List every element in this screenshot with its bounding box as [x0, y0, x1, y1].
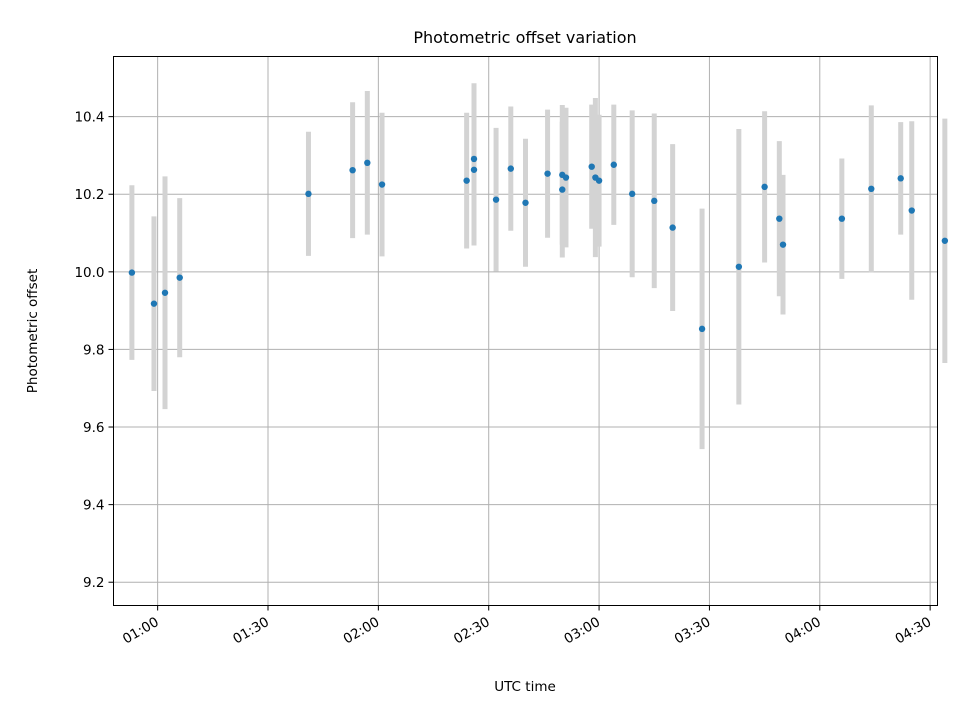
- y-tick-label: 9.2: [83, 575, 104, 591]
- chart-title: Photometric offset variation: [413, 28, 636, 47]
- data-point: [595, 177, 603, 184]
- data-point: [776, 215, 783, 222]
- data-point: [305, 190, 312, 198]
- data-point: [470, 166, 478, 173]
- data-point: [544, 170, 551, 177]
- data-point: [150, 300, 158, 307]
- data-point: [378, 181, 386, 188]
- y-tick-label: 10.0: [74, 265, 104, 281]
- data-point: [735, 263, 743, 270]
- data-point: [562, 174, 570, 181]
- data-point: [610, 161, 617, 168]
- data-point: [868, 185, 875, 193]
- data-point: [161, 289, 169, 296]
- y-axis-label: Photometric offset: [25, 269, 41, 393]
- data-point: [761, 183, 768, 191]
- data-point: [669, 224, 676, 231]
- y-tick-label: 9.8: [83, 342, 104, 358]
- data-point: [628, 190, 636, 198]
- y-tick-label: 9.4: [83, 498, 104, 514]
- x-axis-label: UTC time: [494, 679, 556, 695]
- plot-frame: [113, 56, 938, 606]
- data-point: [559, 186, 566, 193]
- data-point: [651, 197, 658, 205]
- y-tick-label: 9.6: [83, 420, 104, 436]
- data-point: [349, 166, 356, 174]
- data-point: [128, 269, 136, 276]
- data-point: [492, 196, 500, 203]
- data-point: [908, 207, 915, 214]
- y-axis-ticks: 9.2 9.4 9.6 9.8 10.0 10.2 10.4: [74, 110, 114, 591]
- data-point: [779, 241, 787, 248]
- data-point: [507, 165, 514, 172]
- data-points: [128, 155, 949, 333]
- data-point: [176, 274, 183, 281]
- y-tick-label: 10.2: [74, 187, 104, 203]
- data-point: [838, 215, 846, 222]
- data-point: [364, 159, 371, 167]
- data-point: [588, 163, 595, 170]
- data-point: [470, 155, 478, 163]
- y-tick-label: 10.4: [74, 110, 104, 126]
- data-point: [522, 199, 529, 206]
- data-point: [941, 237, 949, 244]
- data-point: [897, 175, 904, 182]
- data-point: [698, 325, 706, 333]
- data-point: [463, 177, 470, 184]
